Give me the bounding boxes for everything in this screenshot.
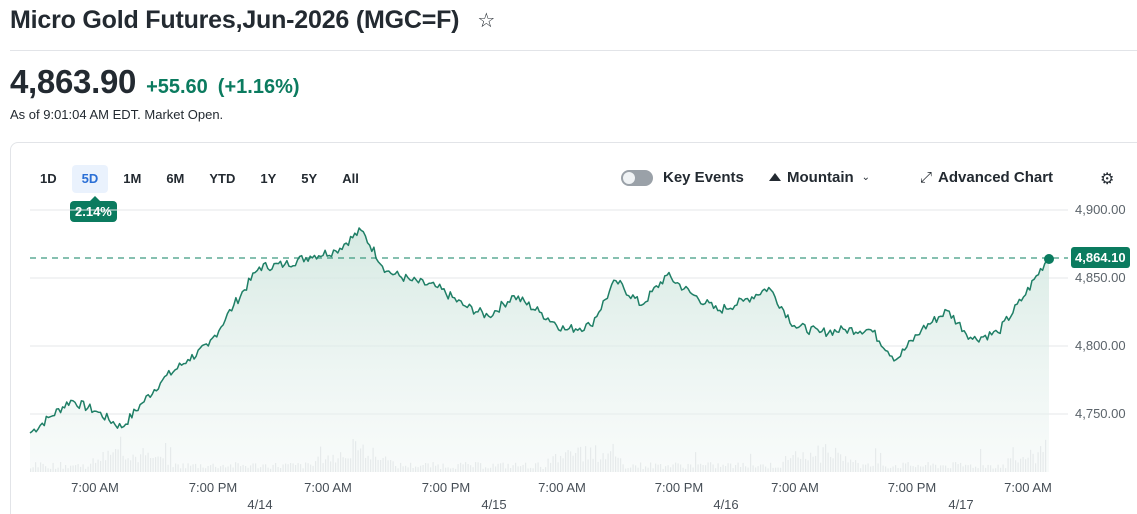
tab-1d[interactable]: 1D [40, 171, 57, 186]
last-price-badge: 4,864.10 [1071, 247, 1130, 268]
chart-settings-button[interactable]: ⚙ [1100, 169, 1114, 189]
x-tick: 7:00 AM [538, 480, 586, 495]
x-tick: 7:00 AM [71, 480, 119, 495]
last-price: 4,863.90 [10, 63, 137, 100]
x-date: 4/15 [481, 497, 507, 512]
key-events-label: Key Events [663, 169, 744, 186]
key-events-control[interactable]: Key Events [621, 169, 744, 186]
range-tabs: 1D 5D 1M 6M YTD 1Y 5Y All [30, 165, 374, 193]
header-divider [10, 50, 1137, 51]
tab-1y[interactable]: 1Y [260, 171, 277, 186]
tab-5d[interactable]: 5D [71, 165, 109, 193]
title-row: Micro Gold Futures,Jun-2026 (MGC=F) ☆ [10, 6, 495, 35]
x-tick: 7:00 PM [188, 480, 238, 495]
advanced-chart-label: Advanced Chart [938, 169, 1054, 186]
price-area [30, 228, 1049, 472]
star-outline-icon[interactable]: ☆ [477, 9, 496, 32]
as-of-timestamp: As of 9:01:04 AM EDT. Market Open. [10, 107, 224, 122]
price-line [29, 227, 1050, 434]
y-tick: 4,900.00 [1075, 202, 1126, 217]
tab-ytd[interactable]: YTD [209, 171, 236, 186]
x-date: 4/14 [247, 497, 273, 512]
y-tick: 4,800.00 [1075, 338, 1126, 353]
x-tick: 7:00 AM [771, 480, 819, 495]
x-tick: 7:00 PM [887, 480, 937, 495]
y-tick: 4,750.00 [1075, 406, 1126, 421]
key-events-toggle[interactable] [621, 169, 653, 186]
gear-icon: ⚙ [1100, 171, 1115, 188]
price-change: +55.60 [146, 76, 208, 98]
chevron-down-icon: ⌄ [861, 172, 871, 183]
expand-arrows-icon: ⤢ [920, 169, 933, 186]
chart-type-dropdown[interactable]: Mountain ⌄ [769, 169, 870, 186]
page-title: Micro Gold Futures,Jun-2026 (MGC=F) [10, 6, 460, 34]
chart-type-label: Mountain [787, 169, 854, 186]
advanced-chart-button[interactable]: ⤢ Advanced Chart [920, 169, 1053, 186]
x-date: 4/16 [713, 497, 739, 512]
quote-row: 4,863.90 +55.60 (+1.16%) [10, 63, 300, 101]
tab-5y[interactable]: 5Y [301, 171, 318, 186]
x-date: 4/17 [948, 497, 974, 512]
y-tick: 4,850.00 [1075, 270, 1126, 285]
last-price-dot [1044, 254, 1054, 264]
tab-1m[interactable]: 1M [123, 171, 142, 186]
x-tick: 7:00 PM [421, 480, 471, 495]
x-tick: 7:00 AM [1004, 480, 1052, 495]
x-tick: 7:00 AM [304, 480, 352, 495]
tab-all[interactable]: All [342, 171, 359, 186]
toggle-knob [623, 171, 635, 184]
tab-6m[interactable]: 6M [166, 171, 185, 186]
mountain-icon [769, 172, 781, 181]
x-tick: 7:00 PM [654, 480, 704, 495]
range-change-badge: 2.14% [70, 196, 117, 222]
price-change-percent: (+1.16%) [217, 76, 300, 98]
